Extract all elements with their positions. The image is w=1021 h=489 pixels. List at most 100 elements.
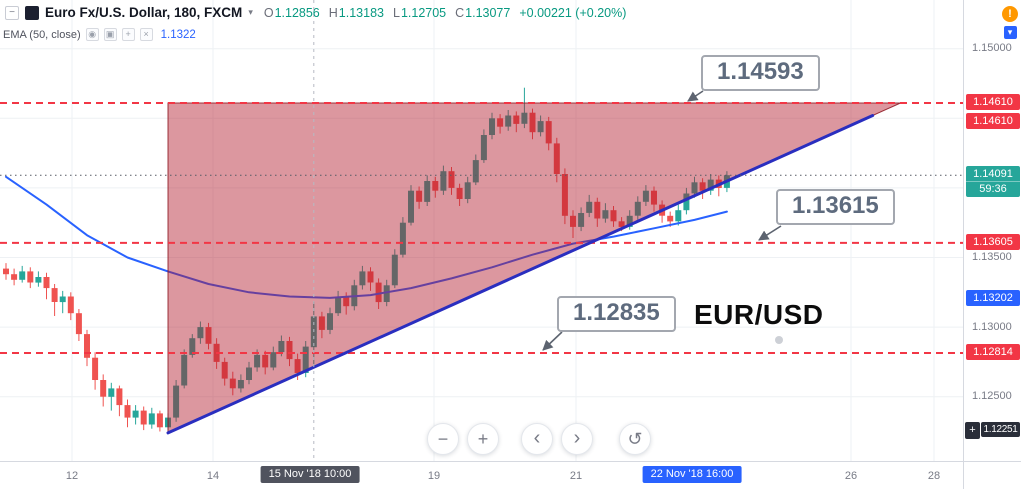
drawing-anchor-dot[interactable] [775, 336, 783, 344]
add-icon[interactable]: + [121, 28, 135, 41]
scroll-to-realtime-icon[interactable]: ▾ [1003, 26, 1017, 39]
resistance-tag-1[interactable]: 1.14610 [966, 94, 1020, 110]
chart-svg[interactable] [0, 0, 963, 461]
candle-body [51, 288, 58, 302]
callout-arrow [542, 331, 563, 351]
ohlc-values: O1.12856 H1.13183 L1.12705 C1.13077 +0.0… [264, 6, 627, 20]
candle-body [529, 112, 536, 133]
close-value: C1.13077 [455, 5, 511, 20]
zoom-in-button[interactable]: + [467, 423, 499, 455]
candle-body [570, 215, 576, 227]
indicator-legend: EMA (50, close) ◉ ▣ + × 1.1322 [3, 28, 196, 41]
candle-body [270, 352, 277, 368]
candle-body [367, 271, 374, 283]
symbol-title[interactable]: Euro Fx/U.S. Dollar, 180, FXCM [45, 5, 243, 20]
trendline[interactable] [166, 114, 875, 435]
time-axis-tooltip: 15 Nov '18 10:00 [260, 466, 360, 483]
pan-right-button[interactable]: › [561, 423, 593, 455]
candle-body [335, 296, 342, 314]
bar-countdown: 59:36 [966, 181, 1020, 195]
candle-body [100, 380, 107, 397]
candle-body [181, 354, 188, 386]
candle-body [229, 378, 236, 389]
candle-body [416, 190, 423, 202]
price-axis-tick: 1.15000 [972, 42, 1012, 55]
status-icons: ! ▾ [1002, 6, 1018, 39]
indicator-label[interactable]: EMA (50, close) [3, 28, 81, 41]
candle-body [140, 410, 147, 425]
candle-body [505, 115, 512, 127]
ema-line[interactable] [5, 175, 728, 299]
time-axis[interactable]: 12 14 19 21 26 28 15 Nov '18 10:00 22 Nov '18 1… [0, 461, 963, 489]
candle-body [408, 190, 414, 223]
candle-body [294, 359, 301, 373]
chevron-down-icon[interactable]: ▾ [248, 7, 253, 17]
symbol-logo-icon[interactable] [25, 5, 39, 20]
add-alert-plus-icon[interactable]: + [965, 422, 980, 440]
candle-body [43, 277, 50, 289]
price-axis-tick: 1.12500 [972, 390, 1012, 403]
zoom-out-button[interactable]: − [427, 423, 459, 455]
candle-body [237, 380, 244, 389]
candle-body [424, 181, 431, 202]
symbol-text-drawing[interactable]: EUR/USD [694, 299, 824, 330]
candle-body [262, 354, 269, 368]
candle-body [254, 354, 261, 368]
support-tag[interactable]: 1.13605 [966, 233, 1020, 250]
price-axis-tick: 1.13000 [972, 320, 1012, 333]
low-value: L1.12705 [392, 5, 447, 20]
price-callout[interactable]: 1.12835 [557, 296, 676, 332]
candle-body [626, 215, 633, 227]
candle-body [521, 112, 528, 124]
candle-body [399, 222, 406, 255]
axis-corner [963, 461, 1021, 489]
chart-canvas[interactable]: − Euro Fx/U.S. Dollar, 180, FXCM ▾ O1.12… [0, 0, 963, 461]
symbol-legend: − Euro Fx/U.S. Dollar, 180, FXCM ▾ O1.12… [5, 5, 626, 20]
candle-body [327, 313, 333, 330]
ema-value-tag[interactable]: 1.13202 [966, 289, 1020, 306]
candle-body [35, 277, 42, 283]
candle-body [278, 341, 285, 353]
eye-icon[interactable]: ◉ [85, 28, 99, 41]
candle-body [586, 201, 593, 213]
candle-body [221, 361, 228, 379]
candle-body [391, 254, 398, 286]
candle-body [124, 405, 131, 418]
close-icon[interactable]: × [139, 28, 153, 41]
candle-body [578, 213, 585, 227]
candle-body [19, 271, 26, 280]
candle-body [472, 160, 479, 183]
candle-body [92, 357, 99, 380]
candle-body [3, 268, 9, 275]
collapse-legend-icon[interactable]: − [5, 5, 19, 20]
pan-left-button[interactable]: ‹ [521, 423, 553, 455]
resistance-tag-2[interactable]: 1.14610 [966, 113, 1020, 129]
candle-body [480, 135, 487, 161]
candle-body [75, 313, 82, 335]
candle-body [205, 327, 212, 344]
time-axis-tooltip: 22 Nov '18 16:00 [642, 466, 742, 483]
indicator-value: 1.1322 [160, 28, 196, 41]
candle-body [618, 221, 625, 227]
lower-support-tag[interactable]: 1.12814 [966, 343, 1020, 360]
candle-body [675, 210, 682, 222]
reset-view-button[interactable]: ↺ [619, 423, 651, 455]
candle-body [537, 121, 544, 133]
price-callout[interactable]: 1.14593 [701, 55, 820, 91]
time-axis-tick: 12 [65, 470, 79, 482]
settings-icon[interactable]: ▣ [103, 28, 117, 41]
candle-body [286, 341, 293, 360]
data-delay-warning-icon[interactable]: ! [1002, 6, 1018, 22]
candle-body [602, 210, 609, 219]
chart-nav-controls: − + ‹ › ↺ [427, 423, 651, 455]
candle-body [610, 210, 617, 222]
candle-body [67, 296, 74, 314]
price-callout[interactable]: 1.13615 [776, 189, 895, 225]
candle-body [489, 118, 495, 135]
price-axis[interactable]: 1.15000 1.13500 1.13000 1.12500 1.14610 1.146… [963, 0, 1021, 461]
last-price-tag[interactable]: 1.14091 59:36 [966, 166, 1020, 198]
change-value: +0.00221 (+0.20%) [519, 5, 627, 20]
low-marker-tag[interactable]: 1.12251 [981, 422, 1020, 438]
candle-body [11, 274, 18, 280]
